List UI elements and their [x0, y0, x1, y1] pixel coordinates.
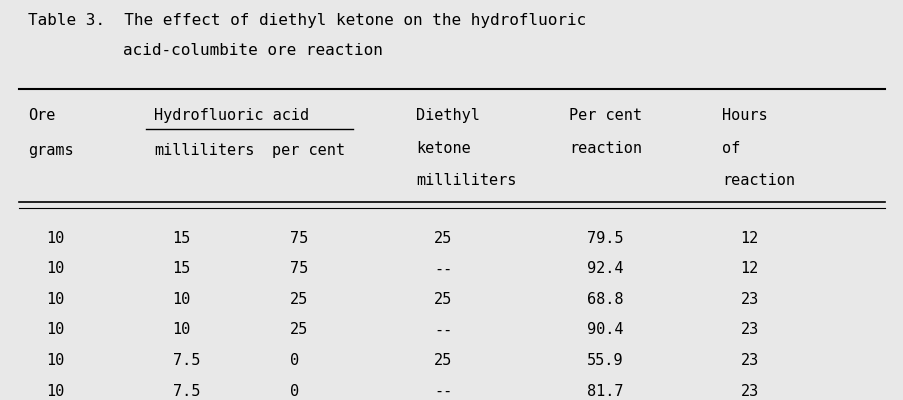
Text: 68.8: 68.8: [587, 292, 623, 307]
Text: Hydrofluoric acid: Hydrofluoric acid: [154, 108, 309, 124]
Text: 10: 10: [46, 353, 65, 368]
Text: 10: 10: [46, 384, 65, 399]
Text: 15: 15: [172, 231, 191, 246]
Text: ketone: ketone: [415, 141, 470, 156]
Text: 75: 75: [290, 261, 308, 276]
Text: milliliters: milliliters: [154, 143, 255, 158]
Text: 23: 23: [740, 292, 758, 307]
Text: milliliters: milliliters: [415, 173, 516, 188]
Text: 75: 75: [290, 231, 308, 246]
Text: Table 3.  The effect of diethyl ketone on the hydrofluoric: Table 3. The effect of diethyl ketone on…: [28, 13, 586, 28]
Text: Ore: Ore: [28, 108, 56, 124]
Text: grams: grams: [28, 143, 74, 158]
Text: --: --: [433, 384, 452, 399]
Text: 12: 12: [740, 231, 758, 246]
Text: 23: 23: [740, 322, 758, 338]
Text: 10: 10: [172, 322, 191, 338]
Text: 79.5: 79.5: [587, 231, 623, 246]
Text: Hours: Hours: [721, 108, 768, 124]
Text: reaction: reaction: [721, 173, 795, 188]
Text: --: --: [433, 322, 452, 338]
Text: 10: 10: [46, 292, 65, 307]
Text: 25: 25: [433, 353, 452, 368]
Text: 23: 23: [740, 384, 758, 399]
Text: 15: 15: [172, 261, 191, 276]
Text: 0: 0: [290, 353, 299, 368]
Text: reaction: reaction: [569, 141, 641, 156]
Text: 10: 10: [46, 261, 65, 276]
Text: 25: 25: [433, 231, 452, 246]
Text: 25: 25: [290, 292, 308, 307]
Text: 10: 10: [46, 322, 65, 338]
Text: 7.5: 7.5: [172, 384, 200, 399]
Text: 0: 0: [290, 384, 299, 399]
Text: per cent: per cent: [272, 143, 344, 158]
Text: 55.9: 55.9: [587, 353, 623, 368]
Text: 25: 25: [290, 322, 308, 338]
Text: 81.7: 81.7: [587, 384, 623, 399]
Text: Diethyl: Diethyl: [415, 108, 479, 124]
Text: acid-columbite ore reaction: acid-columbite ore reaction: [123, 44, 383, 58]
Text: 23: 23: [740, 353, 758, 368]
Text: 12: 12: [740, 261, 758, 276]
Text: --: --: [433, 261, 452, 276]
Text: 7.5: 7.5: [172, 353, 200, 368]
Text: 90.4: 90.4: [587, 322, 623, 338]
Text: 92.4: 92.4: [587, 261, 623, 276]
Text: 10: 10: [172, 292, 191, 307]
Text: of: of: [721, 141, 740, 156]
Text: 25: 25: [433, 292, 452, 307]
Text: 10: 10: [46, 231, 65, 246]
Text: Per cent: Per cent: [569, 108, 641, 124]
